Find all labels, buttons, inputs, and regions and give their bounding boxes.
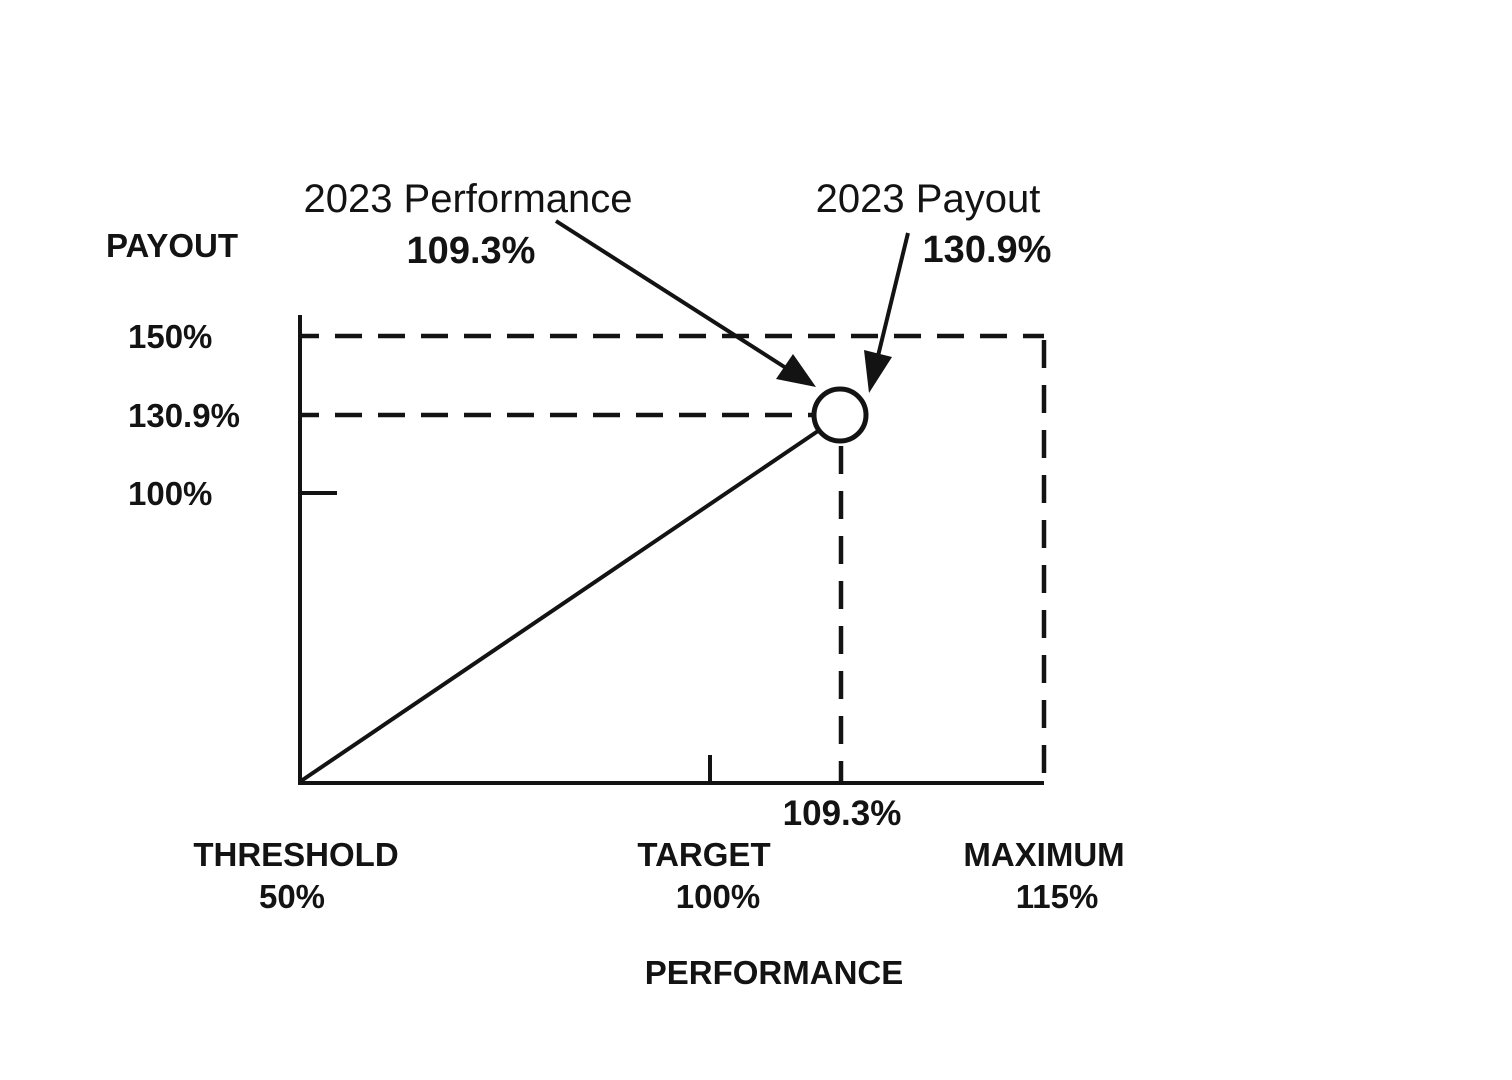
performance-arrow-line xyxy=(554,219,788,370)
y-axis-title: PAYOUT xyxy=(106,227,238,264)
x-tick-label-threshold: THRESHOLD xyxy=(193,836,398,873)
payout-curve-line xyxy=(299,429,820,783)
x-axis-title: PERFORMANCE xyxy=(645,954,904,991)
y-tick-label-150: 150% xyxy=(128,318,212,355)
annotation-payout-value: 130.9% xyxy=(923,229,1052,271)
x-tick-label-maximum: MAXIMUM xyxy=(963,836,1124,873)
y-tick-label-130-9: 130.9% xyxy=(128,397,240,434)
axes-lines xyxy=(298,315,1044,785)
payout-arrow-line xyxy=(876,232,910,357)
annotation-performance-value: 109.3% xyxy=(407,230,536,272)
annotation-performance-label: 2023 Performance xyxy=(303,177,632,221)
x-tick-value-maximum: 115% xyxy=(1016,878,1099,915)
performance-arrowhead-icon xyxy=(776,354,816,387)
data-point-circle xyxy=(811,386,869,444)
annotation-payout-label: 2023 Payout xyxy=(816,177,1041,221)
payout-arrowhead-icon xyxy=(864,350,892,393)
y-tick-label-100: 100% xyxy=(128,475,212,512)
x-tick-value-threshold: 50% xyxy=(259,878,325,915)
x-marker-label: 109.3% xyxy=(783,794,902,833)
x-tick-value-target: 100% xyxy=(676,878,760,915)
x-tick-label-target: TARGET xyxy=(637,836,770,873)
